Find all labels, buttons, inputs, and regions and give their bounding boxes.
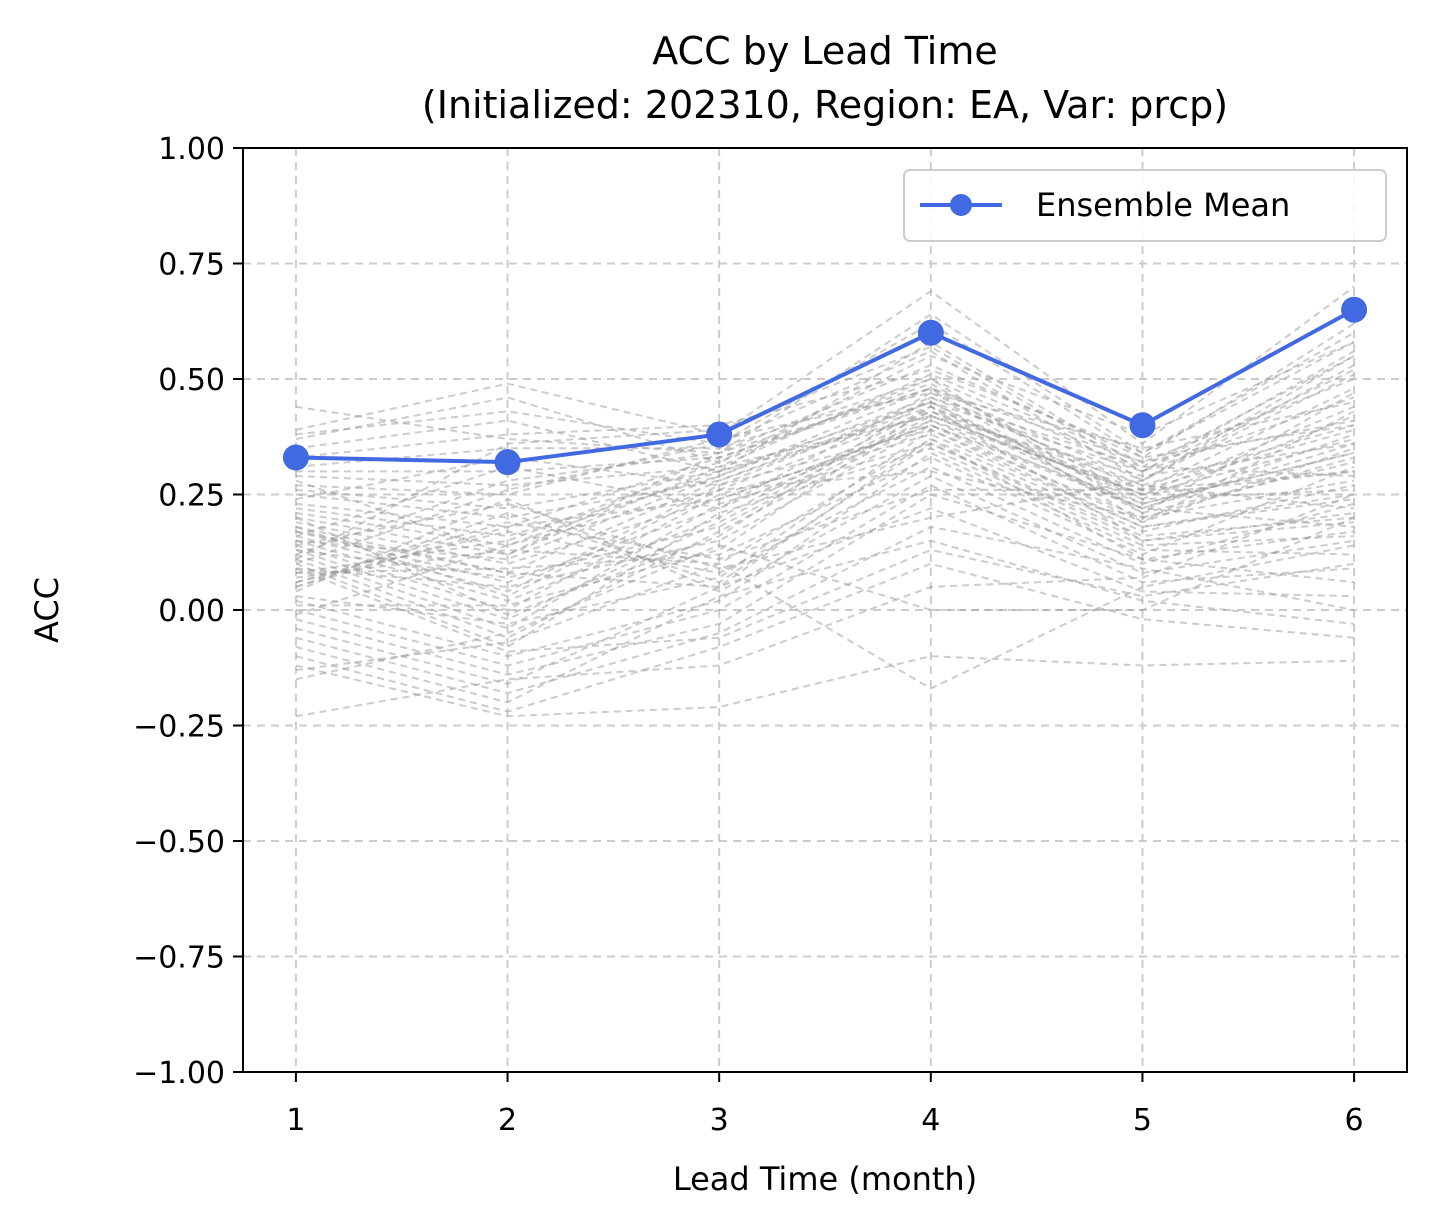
member-line-31 (295, 442, 1355, 588)
member-line-60 (295, 548, 1355, 653)
ensemble-mean-series (282, 296, 1368, 476)
y-tick-label-3: −0.25 (133, 710, 225, 745)
member-line-42 (295, 516, 1355, 681)
ensemble-mean-point-4 (917, 319, 944, 346)
member-line-50 (295, 396, 1355, 616)
member-line-27 (295, 424, 1355, 588)
y-tick-label-2: −0.50 (133, 825, 225, 860)
x-tick-label-1: 2 (498, 1103, 517, 1138)
chart-subtitle: (Initialized: 202310, Region: EA, Var: p… (422, 83, 1228, 127)
ensemble-mean-point-1 (282, 444, 309, 471)
x-axis-ticks: 1 2 3 4 5 6 (286, 1072, 1364, 1138)
member-line-8 (295, 355, 1355, 482)
member-line-38 (295, 539, 1355, 704)
legend: Ensemble Mean (903, 169, 1387, 242)
y-tick-label-5: 0.25 (158, 479, 225, 514)
member-line-43 (295, 493, 1355, 718)
x-tick-label-4: 5 (1133, 1103, 1152, 1138)
member-line-2 (295, 285, 1355, 445)
x-tick-label-5: 6 (1345, 1103, 1364, 1138)
x-tick-label-2: 3 (710, 1103, 729, 1138)
chart-title: ACC by Lead Time (652, 29, 998, 73)
member-line-44 (295, 391, 1355, 538)
member-line-37 (295, 525, 1355, 695)
member-line-5 (295, 340, 1355, 473)
member-line-52 (295, 428, 1355, 584)
member-line-16 (295, 414, 1355, 556)
y-axis-label: ACC (28, 577, 66, 643)
y-axis-ticks: −1.00 −0.75 −0.50 −0.25 0.00 0.25 0.50 0.75 1.00 (133, 132, 243, 1091)
ensemble-mean-point-2 (494, 449, 521, 476)
member-line-45 (295, 364, 1355, 556)
member-line-24 (295, 442, 1355, 630)
y-tick-label-8: 1.00 (158, 132, 225, 167)
member-line-29 (295, 437, 1355, 579)
legend-box (903, 169, 1387, 242)
ensemble-mean-point-6 (1341, 296, 1368, 323)
x-axis-label: Lead Time (month) (673, 1160, 977, 1198)
member-line-18 (295, 401, 1355, 575)
y-tick-label-0: −1.00 (133, 1056, 225, 1091)
member-line-59 (295, 437, 1355, 588)
legend-marker-ensemble-mean (950, 194, 972, 216)
member-line-55 (295, 364, 1355, 570)
member-line-39 (295, 562, 1355, 713)
member-line-32 (295, 474, 1355, 593)
member-line-47 (295, 387, 1355, 561)
member-line-62 (295, 424, 1355, 588)
x-tick-label-3: 4 (921, 1103, 940, 1138)
member-line-40 (295, 655, 1355, 718)
member-line-13 (295, 382, 1355, 528)
ensemble-mean-line (295, 307, 1356, 465)
member-line-36 (295, 507, 1355, 685)
member-line-19 (295, 419, 1355, 584)
member-line-3 (295, 322, 1355, 459)
y-tick-label-1: −0.75 (133, 941, 225, 976)
member-line-61 (295, 414, 1355, 616)
member-line-34 (295, 484, 1355, 667)
y-tick-label-6: 0.50 (158, 363, 225, 398)
legend-label-ensemble-mean: Ensemble Mean (1036, 186, 1290, 224)
member-line-56 (295, 345, 1355, 561)
y-tick-label-7: 0.75 (158, 248, 225, 283)
member-line-25 (295, 419, 1355, 639)
ensemble-mean-point-3 (706, 421, 733, 448)
ensemble-mean-point-5 (1129, 412, 1156, 439)
member-line-14 (295, 396, 1355, 538)
y-tick-label-4: 0.00 (158, 594, 225, 629)
ensemble-member-lines (295, 285, 1355, 718)
member-line-33 (295, 451, 1355, 658)
member-line-49 (295, 456, 1355, 598)
member-line-28 (295, 456, 1355, 575)
member-line-23 (295, 410, 1355, 621)
member-line-54 (295, 405, 1355, 607)
member-line-46 (295, 350, 1355, 565)
x-tick-label-0: 1 (286, 1103, 305, 1138)
member-line-58 (295, 387, 1355, 556)
